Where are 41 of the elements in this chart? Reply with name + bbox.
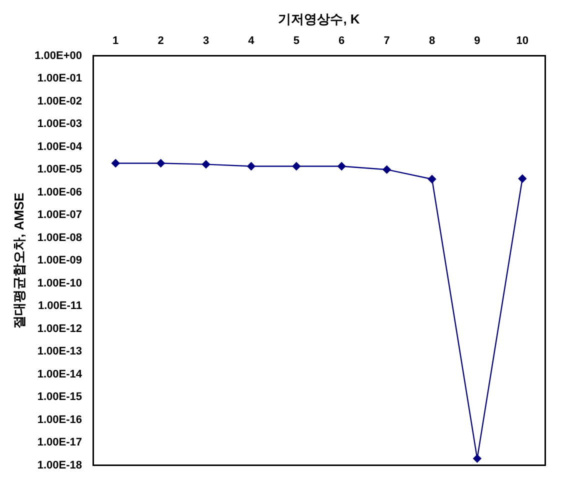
point <box>156 159 165 168</box>
point <box>112 159 120 168</box>
y-tick-label: 1.00E-12 <box>37 322 82 335</box>
y-tick-label: 1.00E-15 <box>37 391 82 404</box>
y-tick-label: 1.00E-10 <box>37 277 82 290</box>
point <box>428 175 436 184</box>
y-tick-label: 1.00E+00 <box>34 50 82 62</box>
x-tick-label: 3 <box>202 35 210 48</box>
point <box>292 162 301 170</box>
y-tick-label: 1.00E-18 <box>37 459 82 472</box>
x-tick-label: 6 <box>338 35 345 48</box>
point <box>247 162 256 170</box>
y-tick-label: 1.00E-01 <box>37 72 82 85</box>
x-tick-label: 7 <box>384 35 390 48</box>
y-tick-label: 1.00E-17 <box>37 436 82 449</box>
y-tick-label: 1.00E-14 <box>37 368 83 380</box>
x-tick-label: 9 <box>474 35 480 48</box>
y-tick-label: 1.00E-09 <box>37 254 82 267</box>
x-tick-label: 5 <box>293 35 300 48</box>
y-tick-label: 1.00E-03 <box>37 118 82 130</box>
x-tick-label: 4 <box>248 35 256 48</box>
y-axis-title: 절대평균합오차, AMSE <box>11 192 26 328</box>
x-tick-label: 2 <box>158 35 164 48</box>
y-tick-label: 1.00E-07 <box>37 209 82 222</box>
y-tick-label: 1.00E-04 <box>37 140 83 153</box>
point <box>382 165 391 174</box>
point <box>202 160 210 168</box>
y-tick-label: 1.00E-16 <box>37 414 82 426</box>
y-tick-label: 1.00E-13 <box>37 346 82 358</box>
y-tick-label: 1.00E-06 <box>37 186 82 198</box>
point <box>338 162 346 170</box>
y-tick-label: 1.00E-05 <box>37 164 82 176</box>
y-tick-label: 1.00E-08 <box>37 232 82 244</box>
x-tick-label: 8 <box>428 35 436 48</box>
y-tick-label: 1.00E-11 <box>38 300 82 312</box>
point <box>473 454 482 463</box>
point <box>518 174 526 183</box>
x-tick-label: 10 <box>516 35 529 48</box>
y-tick-label: 1.00E-02 <box>37 95 82 108</box>
x-tick-label: 1 <box>112 35 119 48</box>
x-axis-title: 기저영상수, K <box>278 11 360 26</box>
